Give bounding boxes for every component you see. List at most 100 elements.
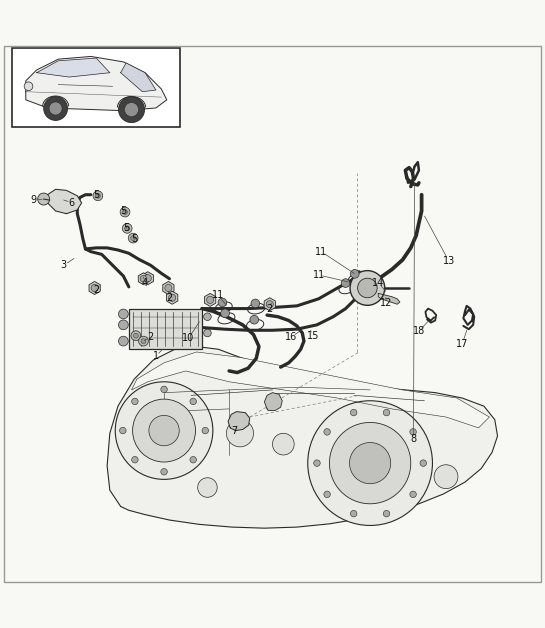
Circle shape: [38, 193, 50, 205]
Polygon shape: [204, 293, 216, 306]
Circle shape: [250, 315, 258, 324]
Text: 5: 5: [120, 206, 126, 216]
Circle shape: [132, 457, 138, 463]
Circle shape: [131, 331, 141, 340]
Polygon shape: [47, 189, 82, 214]
Circle shape: [272, 433, 294, 455]
Text: 18: 18: [413, 327, 425, 337]
Circle shape: [329, 423, 411, 504]
Circle shape: [383, 511, 390, 517]
Text: 2: 2: [166, 293, 173, 303]
Polygon shape: [120, 63, 156, 92]
Text: 10: 10: [183, 333, 195, 344]
Circle shape: [350, 271, 385, 305]
Polygon shape: [89, 281, 100, 295]
Text: 3: 3: [60, 260, 67, 270]
Text: 2: 2: [93, 284, 99, 295]
Circle shape: [266, 301, 274, 308]
Circle shape: [314, 460, 320, 467]
Circle shape: [383, 409, 390, 416]
Circle shape: [122, 224, 132, 233]
Polygon shape: [378, 293, 400, 304]
Circle shape: [221, 309, 229, 318]
Polygon shape: [163, 281, 174, 295]
Text: 2: 2: [267, 303, 273, 313]
Circle shape: [131, 236, 136, 241]
Circle shape: [44, 97, 68, 121]
Text: 2: 2: [147, 332, 154, 342]
Circle shape: [168, 294, 176, 301]
Polygon shape: [264, 298, 275, 311]
Circle shape: [420, 460, 427, 467]
Text: 9: 9: [31, 195, 37, 205]
Circle shape: [140, 276, 147, 282]
Circle shape: [132, 398, 138, 404]
Text: 11: 11: [212, 290, 225, 300]
Text: 1: 1: [153, 351, 159, 361]
Circle shape: [141, 338, 146, 344]
Circle shape: [93, 191, 103, 201]
Circle shape: [49, 102, 62, 115]
Text: 12: 12: [380, 298, 392, 308]
Circle shape: [161, 468, 167, 475]
Polygon shape: [26, 57, 167, 111]
Text: 5: 5: [131, 234, 137, 244]
Text: 17: 17: [456, 339, 469, 349]
Text: 7: 7: [232, 426, 238, 436]
Circle shape: [120, 207, 130, 217]
Bar: [12, 48, 180, 127]
Text: 5: 5: [123, 224, 129, 234]
Text: 14: 14: [372, 278, 384, 288]
Circle shape: [134, 333, 138, 338]
Circle shape: [95, 193, 100, 198]
Circle shape: [124, 102, 138, 117]
Polygon shape: [228, 411, 250, 431]
Circle shape: [324, 429, 330, 435]
Circle shape: [91, 284, 98, 291]
Text: 11: 11: [312, 270, 325, 280]
Text: 16: 16: [286, 332, 298, 342]
Circle shape: [138, 336, 148, 346]
Circle shape: [115, 382, 213, 479]
Circle shape: [190, 398, 196, 404]
Circle shape: [204, 329, 211, 337]
Polygon shape: [264, 392, 282, 411]
Circle shape: [251, 299, 259, 308]
Circle shape: [341, 279, 350, 288]
Circle shape: [350, 511, 357, 517]
Circle shape: [118, 309, 128, 319]
Circle shape: [125, 226, 130, 230]
Circle shape: [350, 269, 359, 278]
Circle shape: [132, 399, 196, 462]
Polygon shape: [131, 352, 489, 428]
Circle shape: [226, 420, 253, 447]
Circle shape: [434, 465, 458, 489]
Circle shape: [308, 401, 432, 526]
Circle shape: [350, 409, 357, 416]
Circle shape: [358, 278, 377, 298]
Circle shape: [218, 298, 227, 307]
Polygon shape: [167, 291, 178, 304]
Polygon shape: [37, 58, 110, 77]
Circle shape: [161, 386, 167, 392]
Circle shape: [324, 491, 330, 497]
Text: 4: 4: [142, 278, 148, 288]
Circle shape: [165, 284, 172, 291]
Circle shape: [149, 415, 179, 446]
Circle shape: [190, 457, 196, 463]
Text: 15: 15: [307, 331, 319, 340]
Text: 13: 13: [443, 256, 455, 266]
Circle shape: [202, 427, 209, 434]
Polygon shape: [107, 347, 498, 528]
Circle shape: [119, 427, 126, 434]
Text: 6: 6: [69, 198, 75, 208]
Circle shape: [198, 478, 217, 497]
Bar: [129, 308, 202, 349]
Circle shape: [410, 491, 416, 497]
Polygon shape: [142, 272, 154, 284]
Polygon shape: [138, 273, 149, 284]
Circle shape: [118, 336, 128, 346]
Circle shape: [128, 233, 138, 243]
Circle shape: [349, 443, 391, 484]
Circle shape: [410, 429, 416, 435]
